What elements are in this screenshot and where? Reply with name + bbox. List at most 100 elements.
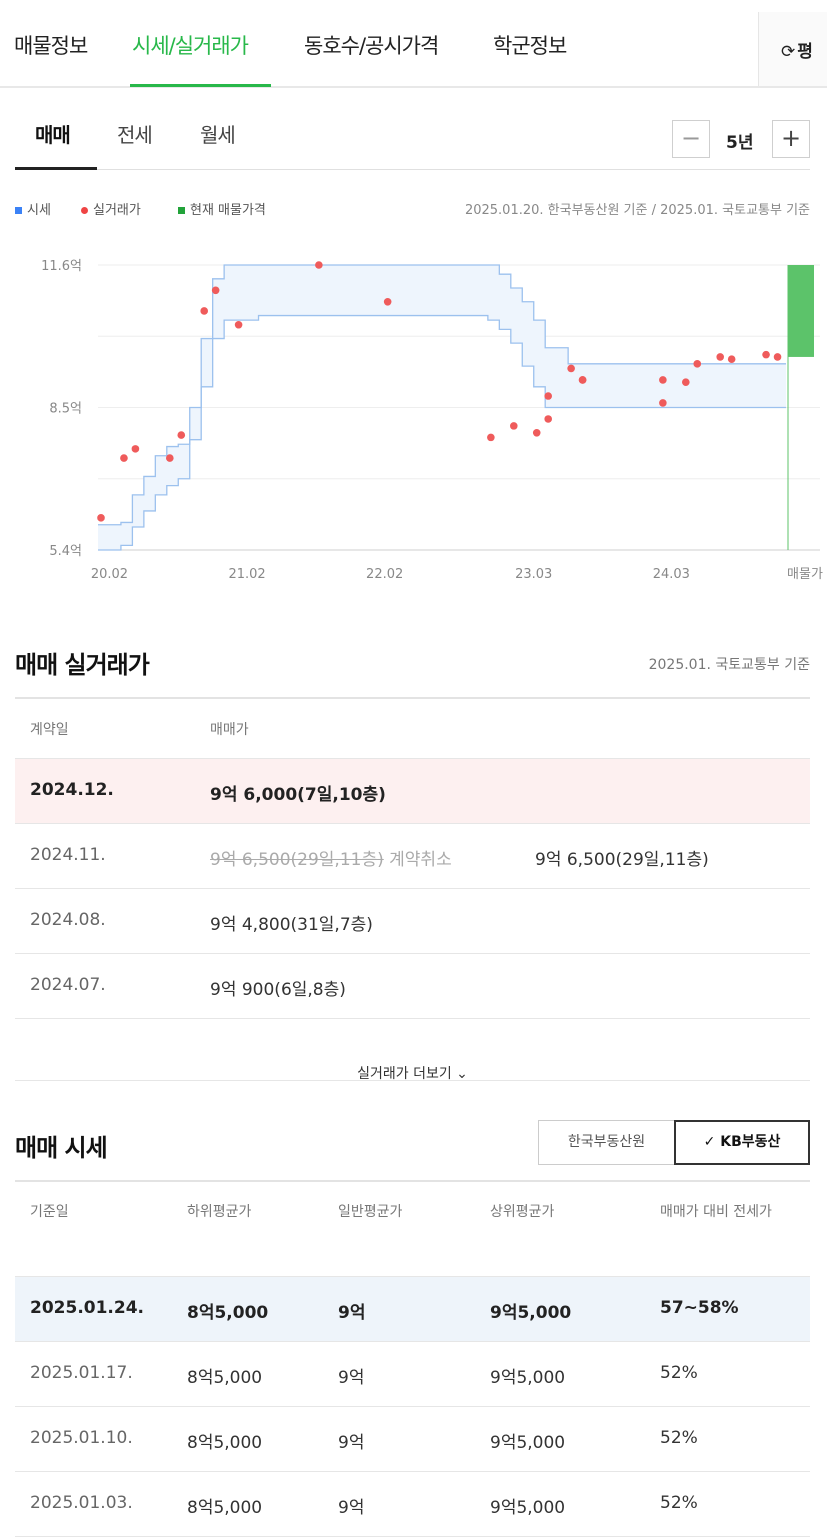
trade-point bbox=[693, 360, 702, 368]
more-label: 실거래가 더보기 bbox=[357, 1066, 452, 1082]
row-price: 9억 6,500(29일,11층) bbox=[535, 850, 709, 870]
more-transactions-button[interactable]: 실거래가 더보기 ⌄ bbox=[15, 1019, 810, 1082]
tab-monthly-rent[interactable]: 월세 bbox=[200, 123, 236, 147]
trade-point bbox=[544, 415, 552, 423]
trade-point bbox=[716, 353, 724, 361]
table-header: 계약일 매매가 bbox=[15, 699, 810, 759]
x-tick-label: 매물가 bbox=[787, 567, 823, 582]
transactions-source-note: 2025.01. 국토교통부 기준 bbox=[648, 657, 810, 673]
row-ratio: 52% bbox=[660, 1363, 698, 1383]
area-unit-label: 평 bbox=[797, 42, 813, 62]
tab-sale[interactable]: 매매 bbox=[35, 123, 71, 147]
row-price: 9억 900(6일,8층) bbox=[210, 980, 346, 1000]
x-tick-label: 22.02 bbox=[366, 567, 403, 582]
col-sale-price: 매매가 bbox=[210, 722, 249, 738]
table-row: 2025.01.24. 8억5,000 9억 9억5,000 57~58% bbox=[15, 1277, 810, 1342]
check-icon: ✓ bbox=[703, 1134, 721, 1150]
x-tick-label: 23.03 bbox=[515, 567, 552, 582]
row-mid: 9억 bbox=[338, 1433, 365, 1453]
chart-source-note: 2025.01.20. 한국부동산원 기준 / 2025.01. 국토교통부 기… bbox=[464, 203, 810, 218]
trade-point bbox=[211, 286, 220, 295]
period-value: 5년 bbox=[726, 133, 754, 153]
area-unit-button[interactable]: ⟳ 평 bbox=[758, 12, 827, 86]
trade-point bbox=[131, 445, 140, 453]
top-tab-bar: 매물정보 시세/실거래가 동호수/공시가격 학군정보 ⟳ 평 bbox=[0, 0, 827, 88]
x-tick-label: 21.02 bbox=[228, 567, 265, 582]
legend-market-price: 시세 bbox=[15, 199, 51, 218]
dot-icon bbox=[81, 207, 88, 214]
row-date: 2024.08. bbox=[30, 910, 106, 930]
row-date: 2025.01.24. bbox=[30, 1298, 145, 1318]
col-low-avg: 하위평균가 bbox=[187, 1204, 252, 1220]
table-row: 2024.07. 9억 900(6일,8층) bbox=[15, 954, 810, 1019]
active-tab-indicator bbox=[130, 84, 271, 87]
period-decrease-button[interactable]: − bbox=[672, 120, 710, 158]
current-listing-bar bbox=[788, 265, 814, 357]
row-ratio: 57~58% bbox=[660, 1298, 739, 1318]
trade-point bbox=[120, 454, 128, 462]
x-tick-label: 20.02 bbox=[91, 567, 128, 582]
row-high: 9억5,000 bbox=[490, 1433, 566, 1453]
row-date: 2024.11. bbox=[30, 845, 106, 865]
row-mid: 9억 bbox=[338, 1498, 365, 1518]
chevron-down-icon: ⌄ bbox=[451, 1066, 468, 1082]
row-price: 9억 4,800(31일,7층) bbox=[210, 915, 373, 935]
square-icon bbox=[15, 207, 22, 214]
tab-listing-info[interactable]: 매물정보 bbox=[14, 34, 88, 58]
market-price-table: 기준일 하위평균가 일반평균가 상위평균가 매매가 대비 전세가 2025.01… bbox=[15, 1180, 810, 1537]
source-reb-button[interactable]: 한국부동산원 bbox=[538, 1120, 675, 1165]
trade-point bbox=[659, 376, 667, 384]
cancel-label: 계약취소 bbox=[389, 850, 452, 870]
table-row: 2024.08. 9억 4,800(31일,7층) bbox=[15, 889, 810, 954]
source-kb-button[interactable]: ✓ KB부동산 bbox=[674, 1120, 810, 1165]
table-row: 2025.01.10. 8억5,000 9억 9억5,000 52% bbox=[15, 1407, 810, 1472]
trade-point bbox=[567, 364, 575, 373]
trade-point bbox=[166, 454, 174, 462]
row-high: 9억5,000 bbox=[490, 1303, 572, 1323]
trade-point bbox=[727, 355, 736, 364]
row-high: 9억5,000 bbox=[490, 1498, 566, 1518]
y-tick-label: 11.6억 bbox=[41, 259, 82, 274]
period-increase-button[interactable]: + bbox=[772, 120, 810, 158]
row-date: 2025.01.10. bbox=[30, 1428, 133, 1448]
tab-price-trades[interactable]: 시세/실거래가 bbox=[132, 34, 249, 58]
trade-point bbox=[177, 431, 186, 439]
row-low: 8억5,000 bbox=[187, 1303, 269, 1323]
col-base-date: 기준일 bbox=[30, 1204, 69, 1220]
price-chart: 11.6억 8.5억 5.4억 20.02 21.02 22.02 23.03 24.03 매물… bbox=[41, 259, 823, 582]
row-low: 8억5,000 bbox=[187, 1433, 263, 1453]
chart-legend: 시세 실거래가 현재 매물가격 2025.01.20. 한국부동산원 기준 / … bbox=[15, 199, 810, 221]
tab-jeonse[interactable]: 전세 bbox=[117, 123, 153, 147]
row-ratio: 52% bbox=[660, 1428, 698, 1448]
tab-school-info[interactable]: 학군정보 bbox=[493, 34, 567, 58]
row-date: 2025.01.17. bbox=[30, 1363, 133, 1383]
x-tick-label: 24.03 bbox=[653, 567, 690, 582]
trade-point bbox=[762, 350, 770, 359]
legend-actual-trades: 실거래가 bbox=[81, 199, 141, 218]
trade-point bbox=[682, 378, 690, 387]
col-mid-avg: 일반평균가 bbox=[338, 1204, 403, 1220]
table-row: 2025.01.17. 8억5,000 9억 9억5,000 52% bbox=[15, 1342, 810, 1407]
row-low: 8억5,000 bbox=[187, 1498, 263, 1518]
period-control: − 5년 + bbox=[672, 120, 810, 158]
market-price-upper-line bbox=[98, 264, 786, 526]
trade-point bbox=[487, 433, 495, 442]
transactions-table: 계약일 매매가 2024.12. 9억 6,000(7일,10층) 2024.1… bbox=[15, 697, 810, 1082]
table-row: 2024.11. 9억 6,500(29일,11층) 계약취소 9억 6,500… bbox=[15, 824, 810, 889]
y-tick-label: 8.5억 bbox=[49, 402, 82, 417]
trade-point bbox=[234, 320, 243, 329]
col-high-avg: 상위평균가 bbox=[490, 1204, 555, 1220]
col-jeonse-ratio: 매매가 대비 전세가 bbox=[660, 1204, 772, 1220]
trade-point bbox=[510, 422, 518, 430]
row-high: 9억5,000 bbox=[490, 1368, 566, 1388]
row-ratio: 52% bbox=[660, 1493, 698, 1513]
transactions-title: 매매 실거래가 bbox=[15, 651, 150, 679]
trade-point bbox=[544, 392, 552, 400]
row-low: 8억5,000 bbox=[187, 1368, 263, 1388]
tab-unit-public-price[interactable]: 동호수/공시가격 bbox=[304, 34, 439, 58]
table-row: 2024.12. 9억 6,000(7일,10층) bbox=[15, 759, 810, 824]
row-date: 2024.07. bbox=[30, 975, 106, 995]
trade-point bbox=[383, 297, 392, 306]
table-row: 2025.01.03. 8억5,000 9억 9억5,000 52% bbox=[15, 1472, 810, 1537]
refresh-icon: ⟳ bbox=[781, 42, 796, 62]
